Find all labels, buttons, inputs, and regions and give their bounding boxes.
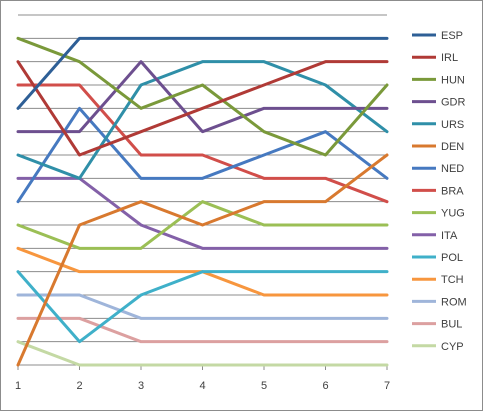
x-tick-label: 3 (138, 380, 144, 392)
series-line-yug (16, 200, 389, 250)
legend-label-hun: HUN (441, 74, 465, 86)
legend-label-den: DEN (441, 141, 464, 153)
gridlines (18, 14, 387, 366)
series-lines (16, 36, 389, 367)
series-line-hun (16, 36, 389, 157)
legend-label-esp: ESP (441, 30, 463, 42)
legend: ESP IRL HUN GDR URS DEN NED BRA YUG ITA POL TCH ROM B… (412, 30, 467, 353)
series-line-urs (16, 60, 389, 180)
x-tick-label: 5 (261, 380, 267, 392)
legend-label-cyp: CYP (441, 341, 464, 353)
series-line-den (16, 153, 389, 367)
series-line-ned (16, 106, 389, 204)
x-tick-label: 7 (384, 380, 390, 392)
legend-label-rom: ROM (441, 296, 467, 308)
series-line-gdr (16, 60, 389, 134)
series-line-rom (16, 293, 389, 320)
series-line-esp (16, 36, 389, 110)
legend-label-tch: TCH (441, 274, 464, 286)
legend-label-yug: YUG (441, 208, 465, 220)
x-axis: 1 2 3 4 5 6 7 (15, 365, 390, 392)
legend-label-pol: POL (441, 252, 463, 264)
series-line-bra (16, 83, 389, 204)
legend-label-bra: BRA (441, 185, 464, 197)
x-tick-label: 4 (199, 380, 205, 392)
series-line-bul (16, 316, 389, 344)
series-line-cyp (16, 340, 389, 367)
series-line-irl (16, 60, 389, 157)
legend-label-ita: ITA (441, 230, 458, 242)
x-tick-label: 1 (15, 380, 21, 392)
x-tick-label: 2 (76, 380, 82, 392)
legend-label-bul: BUL (441, 319, 462, 331)
legend-label-urs: URS (441, 119, 464, 131)
legend-label-gdr: GDR (441, 97, 466, 109)
legend-label-ned: NED (441, 163, 464, 175)
x-tick-label: 6 (322, 380, 328, 392)
series-line-pol (16, 270, 389, 344)
legend-label-irl: IRL (441, 52, 458, 64)
